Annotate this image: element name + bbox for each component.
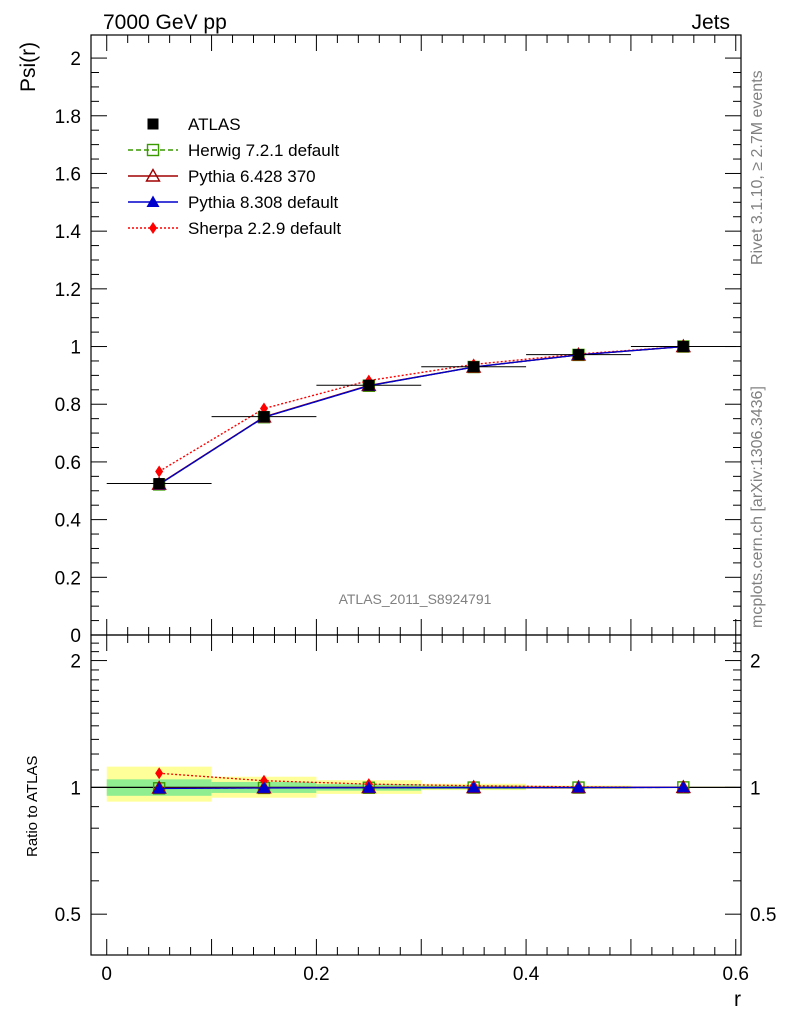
main-ytick-label: 1 <box>70 338 81 359</box>
ratio-line-pythia8 <box>159 786 684 790</box>
ratio-panel-ticks: 0.5 0.5 1 1 2 2 <box>55 634 776 956</box>
ratio-point-pythia8 <box>676 780 690 793</box>
ratio-point-sherpa <box>155 767 164 780</box>
header-left: 7000 GeV pp <box>103 11 227 34</box>
main-ytick-label: 1.4 <box>55 222 82 243</box>
ratio-ytick-label-left: 2 <box>70 652 81 673</box>
analysis-label: ATLAS_2011_S8924791 <box>339 591 492 607</box>
main-ytick-label: 1.8 <box>55 107 81 128</box>
point-atlas <box>258 411 270 423</box>
point-atlas <box>153 478 165 490</box>
main-ytick-label: 0.4 <box>55 511 82 532</box>
legend-marker-herwig <box>146 143 160 157</box>
ratio-ytick-label-left: 1 <box>70 778 81 799</box>
legend-label-pythia6: Pythia 6.428 370 <box>188 167 316 186</box>
main-ylabel: Psi(r) <box>17 42 40 92</box>
ratio-ytick-label-right: 0.5 <box>750 905 776 926</box>
legend-marker-pythia6 <box>145 168 161 182</box>
ratio-point-pythia8 <box>152 781 166 794</box>
main-ytick-label: 0.8 <box>55 395 81 416</box>
main-ytick-label: 0 <box>70 626 81 647</box>
main-ytick-label: 0.6 <box>55 453 81 474</box>
legend-label-sherpa: Sherpa 2.2.9 default <box>188 219 341 238</box>
ratio-point-sherpa <box>259 774 268 787</box>
legend: ATLAS Herwig 7.2.1 default Pythia 6.428 37… <box>128 115 341 238</box>
main-panel-series <box>106 338 736 491</box>
ratio-point-pythia8 <box>362 781 376 793</box>
legend-label-herwig: Herwig 7.2.1 default <box>188 141 339 160</box>
ratio-point-pythia8 <box>257 781 271 793</box>
x-tick-label: 0.4 <box>513 964 540 985</box>
series-line-sherpa <box>158 345 684 473</box>
legend-label-pythia8: Pythia 8.308 default <box>188 193 339 212</box>
ratio-ytick-label-left: 0.5 <box>55 905 81 926</box>
ratio-point-pythia8 <box>467 781 481 793</box>
point-atlas <box>573 349 584 361</box>
main-ytick-label: 1.2 <box>55 280 81 301</box>
ratio-panel-series <box>151 767 692 795</box>
main-panel-ticks: 0 0.2 0.4 0.6 0.8 1 1.2 1.4 1.6 1.8 2 <box>55 49 741 647</box>
point-atlas <box>677 341 689 353</box>
ratio-point-pythia8 <box>572 781 585 793</box>
series-line-pythia8 <box>158 345 684 486</box>
ratio-ytick-label-right: 2 <box>750 652 761 673</box>
header-right: Jets <box>691 11 730 34</box>
main-ytick-label: 0.2 <box>55 568 81 589</box>
legend-label-atlas: ATLAS <box>188 115 241 134</box>
x-tick-label: 0.6 <box>723 964 749 985</box>
legend-marker-sherpa <box>149 222 157 234</box>
x-tick-label: 0 <box>101 964 112 985</box>
main-ytick-label: 1.6 <box>55 164 81 185</box>
main-ytick-label: 2 <box>70 49 81 70</box>
ratio-uncertainty-bands <box>91 766 741 802</box>
ratio-panel-frame <box>90 634 742 956</box>
mcplots-source-label: mcplots.cern.ch [arXiv:1306.3436] <box>749 386 766 628</box>
point-atlas <box>363 379 375 391</box>
legend-marker-atlas <box>147 118 159 130</box>
ratio-ylabel: Ratio to ATLAS <box>24 756 41 857</box>
x-tick-label: 0.2 <box>303 964 329 985</box>
point-sherpa <box>155 465 164 478</box>
xaxis-label: r <box>734 988 741 1011</box>
legend-marker-pythia8 <box>146 195 160 207</box>
x-axis-ticks: 0 0.2 0.4 0.6 <box>101 35 749 985</box>
point-atlas <box>468 361 480 373</box>
ratio-ytick-label-right: 1 <box>750 778 761 799</box>
rivet-version-label: Rivet 3.1.10, ≥ 2.7M events <box>749 70 766 265</box>
